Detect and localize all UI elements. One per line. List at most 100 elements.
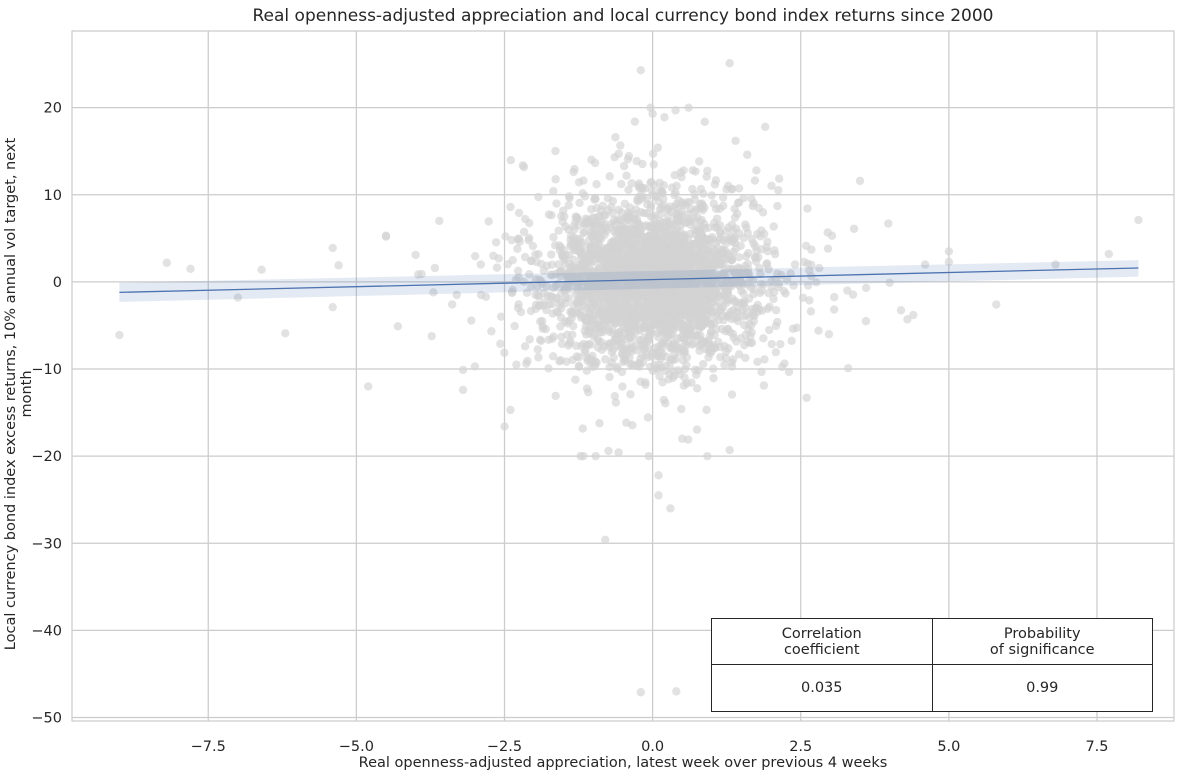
- x-axis-label: Real openness-adjusted appreciation, lat…: [358, 755, 888, 771]
- data-point: [574, 361, 584, 371]
- data-point: [551, 175, 560, 184]
- x-tick-label: −2.5: [487, 739, 522, 755]
- data-point: [611, 302, 621, 311]
- data-point: [646, 178, 655, 188]
- data-point: [610, 391, 619, 401]
- data-point: [655, 216, 665, 226]
- data-point: [762, 260, 771, 269]
- data-point: [548, 299, 557, 309]
- data-point: [729, 247, 738, 257]
- data-point: [733, 209, 742, 219]
- data-point: [798, 293, 808, 302]
- data-point: [506, 156, 516, 165]
- data-point: [593, 259, 603, 268]
- data-point: [562, 357, 571, 366]
- data-point: [723, 325, 732, 334]
- data-point: [689, 239, 698, 249]
- data-point: [814, 326, 823, 335]
- data-point: [552, 199, 561, 208]
- data-point: [646, 200, 656, 209]
- data-point: [636, 207, 646, 217]
- data-point: [533, 291, 543, 300]
- data-point: [655, 178, 664, 188]
- data-point: [579, 260, 588, 269]
- data-point: [666, 240, 676, 250]
- data-point: [753, 357, 762, 367]
- data-point: [718, 302, 728, 312]
- data-point: [663, 320, 673, 329]
- data-point: [767, 277, 776, 286]
- data-point: [721, 353, 730, 363]
- data-point: [609, 294, 618, 303]
- data-point: [592, 180, 601, 189]
- data-point: [162, 258, 171, 267]
- data-point: [781, 289, 790, 298]
- data-point: [830, 292, 839, 302]
- data-point: [619, 161, 629, 171]
- data-point: [558, 217, 567, 227]
- y-tick-label: −10: [31, 362, 62, 378]
- data-point: [802, 393, 811, 402]
- data-point: [638, 264, 647, 273]
- data-point: [655, 298, 665, 307]
- data-point: [699, 337, 709, 346]
- data-point: [649, 160, 658, 169]
- correlation-header-line2: coefficient: [783, 641, 860, 658]
- data-point: [484, 217, 493, 226]
- data-point: [801, 241, 811, 251]
- data-point: [734, 253, 744, 262]
- data-point: [725, 59, 734, 68]
- data-point: [709, 373, 718, 383]
- data-point: [538, 322, 547, 331]
- data-point: [593, 239, 602, 249]
- data-point: [684, 103, 693, 112]
- data-point: [739, 299, 749, 308]
- data-point: [750, 253, 760, 262]
- x-tick-label: 5.0: [937, 739, 960, 755]
- data-point: [526, 282, 536, 291]
- stats-table: Correlation coefficient Probability of s…: [711, 618, 1153, 712]
- data-point: [903, 315, 912, 324]
- data-point: [328, 302, 337, 312]
- data-point: [678, 200, 688, 209]
- data-point: [659, 395, 669, 405]
- data-point: [666, 504, 675, 513]
- data-point: [513, 266, 523, 275]
- data-point: [572, 352, 581, 361]
- data-point: [573, 214, 582, 224]
- data-point: [607, 358, 616, 367]
- data-point: [603, 266, 612, 275]
- data-point: [476, 260, 486, 269]
- data-point: [427, 331, 436, 341]
- data-point: [585, 316, 595, 326]
- y-tick-label: −20: [31, 449, 62, 465]
- data-point: [564, 201, 573, 210]
- data-point: [575, 198, 584, 208]
- data-point: [679, 334, 688, 343]
- data-point: [684, 209, 693, 219]
- data-point: [749, 310, 758, 320]
- data-point: [649, 309, 658, 318]
- data-point: [655, 371, 664, 381]
- data-point: [626, 390, 635, 399]
- data-point: [771, 306, 781, 315]
- data-point: [706, 320, 716, 329]
- data-point: [741, 220, 750, 229]
- data-point: [619, 353, 629, 362]
- data-point: [815, 263, 824, 273]
- data-point: [767, 181, 776, 191]
- data-point: [703, 301, 712, 311]
- x-tick-label: 0.0: [641, 739, 664, 755]
- data-point: [709, 199, 718, 208]
- probability-header: Probability of significance: [931, 618, 1153, 665]
- data-point: [487, 327, 496, 336]
- data-point: [607, 347, 616, 356]
- data-point: [721, 227, 731, 236]
- data-point: [776, 339, 785, 349]
- data-point: [812, 278, 821, 287]
- data-point: [551, 293, 561, 303]
- data-point: [547, 334, 557, 344]
- data-point: [727, 390, 737, 399]
- data-point: [539, 301, 548, 310]
